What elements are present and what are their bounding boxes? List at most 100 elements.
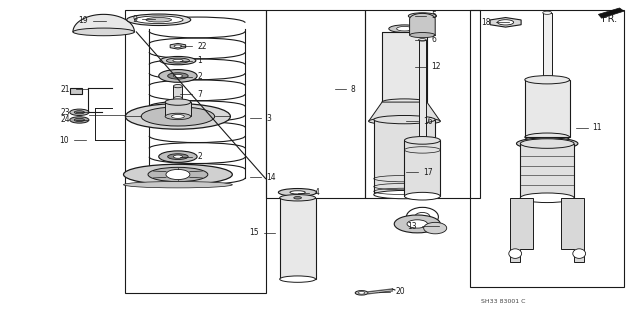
Text: 11: 11 <box>593 123 602 132</box>
Ellipse shape <box>173 155 182 158</box>
Ellipse shape <box>125 104 230 129</box>
Ellipse shape <box>124 164 232 185</box>
Text: SH33 83001 C: SH33 83001 C <box>481 299 526 304</box>
Text: 15: 15 <box>249 228 259 237</box>
Text: 13: 13 <box>408 222 417 231</box>
Bar <box>382 32 427 102</box>
Ellipse shape <box>174 45 182 48</box>
Ellipse shape <box>358 292 365 294</box>
Ellipse shape <box>294 197 301 199</box>
Text: 4: 4 <box>314 189 319 197</box>
Ellipse shape <box>168 154 188 160</box>
Ellipse shape <box>173 97 182 100</box>
Ellipse shape <box>374 115 435 124</box>
Bar <box>525 80 570 137</box>
Polygon shape <box>598 8 624 18</box>
Polygon shape <box>170 43 186 49</box>
Ellipse shape <box>397 26 412 31</box>
Ellipse shape <box>404 192 440 200</box>
Text: 10: 10 <box>59 136 68 145</box>
Text: 17: 17 <box>423 168 433 177</box>
Ellipse shape <box>146 18 172 22</box>
Ellipse shape <box>525 76 570 84</box>
Bar <box>404 140 440 196</box>
Ellipse shape <box>278 189 317 196</box>
Ellipse shape <box>520 193 574 203</box>
Polygon shape <box>510 198 533 262</box>
Ellipse shape <box>141 107 214 126</box>
Polygon shape <box>369 102 440 121</box>
Text: 20: 20 <box>396 287 405 296</box>
Text: 6: 6 <box>431 35 436 44</box>
Ellipse shape <box>73 28 134 36</box>
Ellipse shape <box>160 56 196 65</box>
Ellipse shape <box>159 151 197 162</box>
Ellipse shape <box>124 182 232 188</box>
Ellipse shape <box>509 249 522 258</box>
Ellipse shape <box>280 276 316 282</box>
Ellipse shape <box>404 137 440 144</box>
Ellipse shape <box>74 111 84 114</box>
Ellipse shape <box>408 13 436 19</box>
Bar <box>419 40 426 140</box>
Polygon shape <box>410 13 435 35</box>
Text: 2: 2 <box>197 72 202 81</box>
Ellipse shape <box>70 109 89 115</box>
Bar <box>470 10 624 287</box>
Text: 1: 1 <box>197 56 202 65</box>
Ellipse shape <box>407 220 428 228</box>
Ellipse shape <box>389 25 420 33</box>
Ellipse shape <box>410 33 435 38</box>
Ellipse shape <box>127 14 191 26</box>
Ellipse shape <box>497 20 514 25</box>
Text: 24: 24 <box>61 115 70 124</box>
Bar <box>266 10 365 198</box>
Bar <box>374 120 435 195</box>
Polygon shape <box>490 18 521 27</box>
Bar <box>280 198 316 279</box>
Ellipse shape <box>424 222 447 234</box>
Text: 2: 2 <box>197 152 202 161</box>
Text: 22: 22 <box>197 42 207 51</box>
Bar <box>543 13 552 80</box>
Ellipse shape <box>419 39 426 41</box>
Text: 9: 9 <box>132 15 137 24</box>
Text: 18: 18 <box>481 18 491 27</box>
Text: 21: 21 <box>61 85 70 94</box>
Ellipse shape <box>159 70 197 82</box>
Ellipse shape <box>280 195 316 201</box>
Text: 16: 16 <box>423 117 433 126</box>
Ellipse shape <box>355 291 368 295</box>
Ellipse shape <box>173 85 182 88</box>
Text: 5: 5 <box>431 11 436 20</box>
Bar <box>365 10 480 198</box>
Polygon shape <box>561 198 584 262</box>
Ellipse shape <box>148 167 208 182</box>
Text: 12: 12 <box>431 63 441 71</box>
Ellipse shape <box>416 14 429 18</box>
Ellipse shape <box>168 73 188 79</box>
Ellipse shape <box>173 74 182 78</box>
Bar <box>173 86 182 98</box>
Ellipse shape <box>173 59 183 62</box>
Ellipse shape <box>394 215 440 233</box>
Ellipse shape <box>74 118 84 122</box>
Ellipse shape <box>520 139 574 148</box>
Text: 7: 7 <box>197 90 202 99</box>
Ellipse shape <box>166 58 189 63</box>
Text: 14: 14 <box>266 173 276 182</box>
Text: 23: 23 <box>61 108 70 117</box>
Bar <box>125 10 266 293</box>
Bar <box>70 88 82 94</box>
Ellipse shape <box>172 115 184 118</box>
Ellipse shape <box>165 99 191 105</box>
Text: 8: 8 <box>351 85 355 94</box>
Bar <box>520 144 574 198</box>
Ellipse shape <box>166 169 190 180</box>
Ellipse shape <box>165 113 191 120</box>
Ellipse shape <box>374 190 435 199</box>
Ellipse shape <box>134 16 183 24</box>
Ellipse shape <box>369 117 440 125</box>
Ellipse shape <box>382 99 427 105</box>
Polygon shape <box>73 14 134 32</box>
